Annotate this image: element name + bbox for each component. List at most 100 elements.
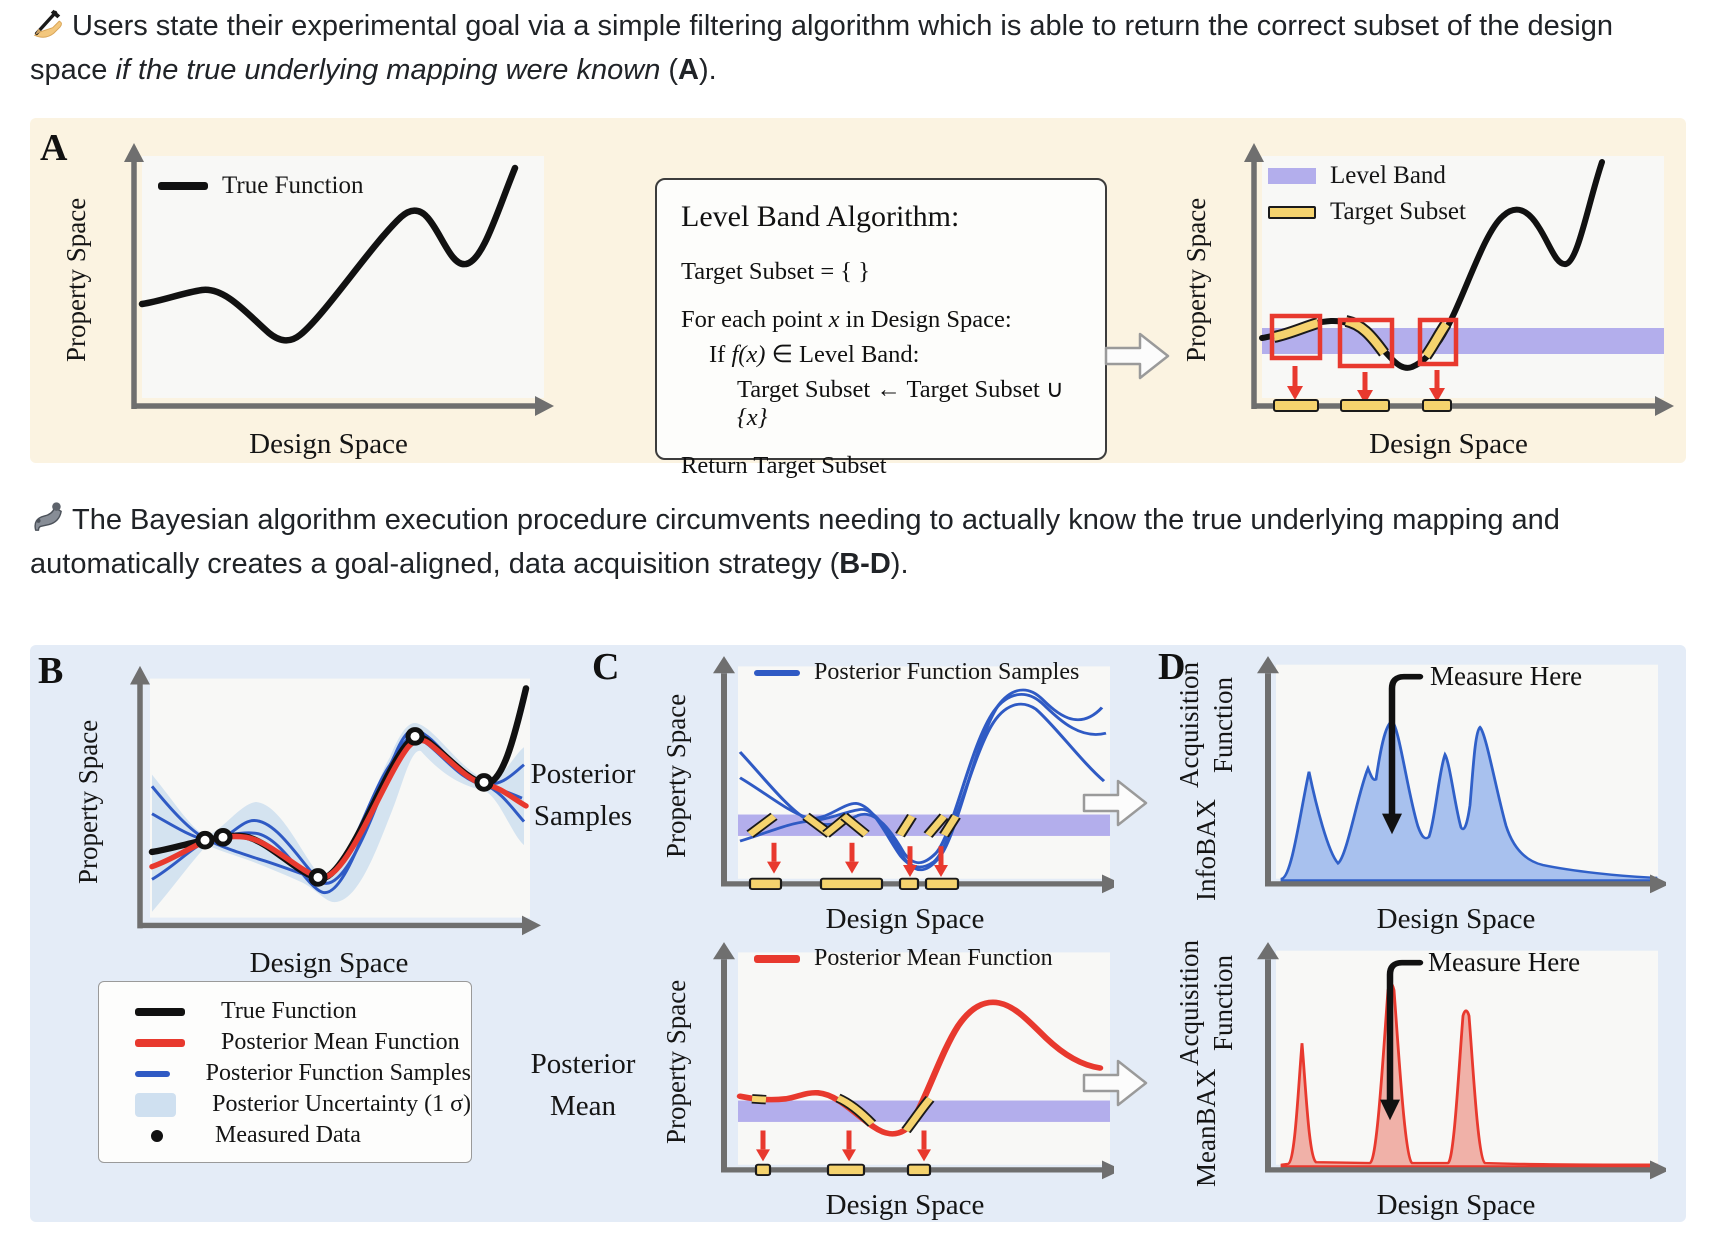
- x-axis-arrowhead: [1650, 874, 1666, 894]
- legend-item-posterior-samples: Posterior Function Samples: [135, 1058, 471, 1089]
- measured-data-points: [195, 727, 494, 887]
- algorithm-line-if: If f(x) ∈ Level Band:: [709, 341, 920, 368]
- target-subset-axis-bars: [1273, 399, 1452, 412]
- level-band: [738, 814, 1110, 836]
- true-plot-canvas: [124, 143, 554, 416]
- y-axis-arrowhead: [130, 665, 150, 685]
- measure-here-arrowhead: [1382, 813, 1402, 835]
- posterior-samples-swatch: [754, 669, 800, 676]
- target-subset-axis-bars: [748, 877, 960, 890]
- caption-1-italic: if the true underlying mapping were know…: [115, 54, 661, 86]
- meanbax-xlabel: Design Space: [1376, 1189, 1536, 1221]
- true-function-legend-label: True Function: [222, 172, 364, 199]
- target-subset-axis-bars: [754, 1163, 932, 1176]
- meanbax-canvas: [1257, 942, 1666, 1180]
- caption-paragraph-2: The Bayesian algorithm execution procedu…: [30, 498, 1690, 586]
- caption-2-panel-ref: B-D: [839, 548, 891, 580]
- y-axis-arrowhead: [124, 143, 144, 162]
- algorithm-line-init: Target Subset = { }: [681, 258, 870, 285]
- algorithm-box: Level Band Algorithm: Target Subset = { …: [655, 178, 1107, 479]
- level-band: [1262, 328, 1664, 354]
- band-plot-canvas: [1244, 143, 1674, 416]
- panel-a-label: A: [40, 127, 68, 169]
- samples-plot-legend: Posterior Function Samples: [754, 659, 1079, 686]
- plot-background: [738, 952, 1110, 1165]
- down-arrows: [767, 842, 948, 878]
- mean-legend-label: Posterior Mean Function: [814, 945, 1053, 971]
- algorithm-line-return: Return Target Subset: [681, 452, 887, 479]
- panel-c-label: C: [592, 646, 620, 688]
- infobax-xlabel: Design Space: [1376, 903, 1536, 935]
- band-plot-ylabel: Property Space: [1181, 197, 1211, 363]
- algorithm-title: Level Band Algorithm:: [681, 200, 960, 233]
- posterior-mean-plot: Property Space: [658, 937, 1116, 1221]
- posterior-samples-plot: Property Space: [658, 651, 1116, 935]
- samples-legend-label: Posterior Function Samples: [814, 659, 1080, 685]
- x-axis-arrowhead: [1655, 396, 1674, 416]
- legend-item-true-function: True Function: [135, 996, 471, 1027]
- x-axis-arrowhead: [1650, 1160, 1666, 1180]
- posterior-overview-plot: Property Space: [70, 659, 552, 979]
- infobax-plot: InfoBAX Acquisition Function Design Spac…: [1170, 651, 1670, 935]
- infobax-acquisition-area: [1280, 719, 1658, 882]
- caption-1-panel-ref: A: [678, 54, 699, 86]
- plot-background: [738, 666, 1110, 879]
- level-band-swatch: [1268, 168, 1316, 184]
- posterior-plot-ylabel: Property Space: [73, 719, 103, 885]
- meanbax-ylabel: MeanBAX Acquisition Function: [1174, 939, 1238, 1187]
- x-axis-arrowhead: [535, 396, 554, 416]
- level-band-plot: Property Space: [1178, 134, 1683, 460]
- y-axis-arrowhead: [1244, 143, 1264, 162]
- y-axis-arrowhead: [713, 656, 735, 674]
- mean-plot-ylabel: Property Space: [661, 979, 691, 1145]
- posterior-plot-xlabel: Design Space: [249, 947, 409, 979]
- posterior-mean-swatch: [754, 954, 800, 963]
- posterior-uncertainty-band: [152, 723, 524, 912]
- algorithm-line-update: Target Subset ← Target Subset ∪ {x}: [737, 376, 1064, 431]
- infobax-ylabel: InfoBAX Acquisition Function: [1174, 662, 1238, 901]
- band-plot-legend: Level Band Target Subset: [1268, 162, 1466, 226]
- level-band-legend-label: Level Band: [1330, 162, 1446, 189]
- caption-paragraph-1: Users state their experimental goal via …: [30, 4, 1690, 92]
- target-subset-legend-label: Target Subset: [1330, 198, 1466, 225]
- flow-arrow-icon: [1082, 779, 1148, 827]
- samples-plot-canvas: [713, 656, 1114, 894]
- mean-plot-xlabel: Design Space: [825, 1189, 985, 1221]
- highlight-boxes: [1269, 313, 1459, 369]
- target-subset-segments: [746, 812, 961, 838]
- true-function-plot: Property Space Design Space True Functio…: [58, 134, 563, 460]
- legend-item-uncertainty: Posterior Uncertainty (1 σ): [135, 1089, 471, 1120]
- measure-here-arrow: [1386, 959, 1424, 1105]
- samples-plot-xlabel: Design Space: [825, 903, 985, 935]
- band-plot-xlabel: Design Space: [1369, 428, 1528, 460]
- panel-bcd: B Property Space: [30, 645, 1686, 1222]
- uncertainty-swatch: [135, 1092, 177, 1117]
- y-axis-arrowhead: [713, 942, 735, 960]
- x-axis-arrowhead: [522, 915, 541, 936]
- down-arrows: [1287, 366, 1445, 404]
- posterior-mean-row-label: Posterior Mean: [530, 1048, 636, 1122]
- measured-data-swatch: [151, 1129, 163, 1142]
- meanbax-plot: MeanBAX Acquisition Function Design Spac…: [1170, 937, 1670, 1221]
- legend-item-posterior-mean: Posterior Mean Function: [135, 1027, 471, 1058]
- true-function-swatch: [135, 1007, 185, 1016]
- flow-arrow-icon: [1104, 332, 1170, 380]
- measure-here-arrowhead: [1380, 1099, 1400, 1121]
- mean-plot-canvas: [713, 942, 1114, 1180]
- samples-plot-ylabel: Property Space: [661, 693, 691, 859]
- down-arrows: [756, 1130, 931, 1162]
- mean-plot-legend: Posterior Mean Function: [754, 945, 1053, 972]
- meanbax-acquisition-area: [1280, 982, 1658, 1168]
- y-axis-arrowhead: [1257, 942, 1279, 960]
- x-axis-arrowhead: [1102, 874, 1114, 894]
- writing-hand-icon: [33, 9, 62, 38]
- target-subset-segments: [751, 1093, 935, 1134]
- panel-b-legend-box: True Function Posterior Mean Function Po…: [98, 981, 472, 1163]
- posterior-samples-swatch: [135, 1070, 170, 1077]
- algorithm-line-for: For each point x in Design Space:: [681, 306, 1012, 333]
- caption-1-text: Users state their experimental goal via …: [30, 10, 1613, 86]
- true-function-swatch: [158, 182, 208, 190]
- measure-here-arrow: [1388, 673, 1424, 819]
- infobax-canvas: [1257, 656, 1666, 894]
